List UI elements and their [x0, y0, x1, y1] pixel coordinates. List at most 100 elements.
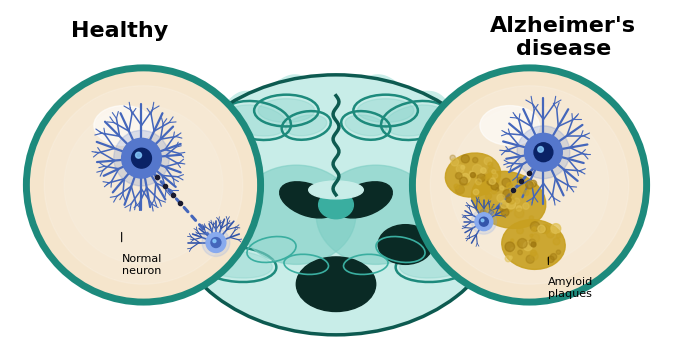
Circle shape: [487, 179, 493, 185]
Circle shape: [492, 170, 496, 174]
Circle shape: [450, 155, 456, 161]
Circle shape: [461, 165, 464, 169]
Circle shape: [481, 168, 486, 173]
Circle shape: [507, 200, 516, 209]
Circle shape: [470, 173, 475, 178]
Circle shape: [538, 147, 543, 152]
Circle shape: [523, 203, 529, 209]
Circle shape: [485, 175, 490, 181]
Circle shape: [505, 242, 515, 252]
Circle shape: [471, 209, 497, 234]
Ellipse shape: [316, 165, 435, 264]
Circle shape: [202, 229, 229, 256]
Circle shape: [499, 186, 504, 190]
Circle shape: [518, 250, 522, 255]
Circle shape: [526, 181, 533, 189]
Circle shape: [472, 165, 483, 174]
Circle shape: [472, 157, 478, 163]
Circle shape: [135, 152, 141, 158]
Ellipse shape: [420, 192, 470, 217]
Circle shape: [489, 178, 495, 185]
Circle shape: [472, 173, 477, 178]
Circle shape: [517, 126, 570, 179]
Ellipse shape: [400, 251, 471, 278]
Circle shape: [475, 213, 493, 231]
Circle shape: [460, 177, 468, 185]
Circle shape: [430, 86, 629, 284]
Circle shape: [499, 205, 506, 211]
Circle shape: [114, 130, 170, 186]
Circle shape: [509, 256, 512, 259]
Circle shape: [557, 250, 561, 254]
Circle shape: [491, 182, 499, 190]
Circle shape: [506, 197, 511, 202]
Ellipse shape: [168, 76, 505, 334]
Circle shape: [450, 106, 609, 264]
Ellipse shape: [237, 165, 356, 264]
Circle shape: [551, 227, 557, 233]
Circle shape: [526, 255, 534, 263]
Circle shape: [461, 155, 469, 163]
Polygon shape: [168, 75, 505, 329]
Circle shape: [529, 216, 534, 220]
Circle shape: [493, 173, 498, 178]
Circle shape: [206, 233, 226, 253]
Ellipse shape: [309, 181, 363, 199]
Ellipse shape: [385, 105, 446, 136]
Circle shape: [520, 185, 528, 193]
Ellipse shape: [280, 182, 336, 218]
Circle shape: [485, 208, 493, 217]
Circle shape: [44, 86, 243, 284]
Circle shape: [476, 179, 481, 185]
Ellipse shape: [170, 214, 224, 245]
Circle shape: [484, 157, 491, 165]
Circle shape: [518, 238, 527, 248]
Circle shape: [516, 206, 522, 211]
Circle shape: [532, 227, 536, 232]
Circle shape: [211, 238, 221, 248]
Ellipse shape: [472, 171, 546, 229]
Ellipse shape: [164, 163, 201, 197]
Ellipse shape: [480, 106, 540, 145]
Circle shape: [485, 193, 491, 199]
Circle shape: [456, 185, 464, 194]
Ellipse shape: [94, 106, 153, 145]
Circle shape: [530, 222, 540, 231]
Text: Normal
neuron: Normal neuron: [122, 254, 162, 276]
Circle shape: [122, 138, 162, 178]
Circle shape: [533, 226, 536, 230]
Circle shape: [511, 239, 513, 242]
Circle shape: [491, 188, 497, 194]
Circle shape: [524, 241, 532, 251]
Circle shape: [541, 225, 550, 233]
Circle shape: [501, 209, 509, 216]
Ellipse shape: [357, 99, 414, 122]
Circle shape: [509, 198, 515, 204]
Circle shape: [514, 198, 520, 204]
Ellipse shape: [378, 225, 433, 264]
Circle shape: [497, 194, 505, 202]
Circle shape: [530, 252, 538, 260]
Circle shape: [502, 178, 511, 187]
Text: Alzheimer's
disease: Alzheimer's disease: [490, 16, 636, 59]
Circle shape: [456, 165, 464, 173]
Circle shape: [413, 68, 647, 302]
Text: Amyloid
plaques: Amyloid plaques: [548, 277, 594, 299]
Circle shape: [26, 68, 260, 302]
Circle shape: [553, 238, 560, 245]
Circle shape: [529, 239, 536, 246]
Circle shape: [503, 190, 511, 198]
Ellipse shape: [202, 192, 252, 217]
Ellipse shape: [448, 214, 502, 245]
Ellipse shape: [446, 153, 501, 197]
Ellipse shape: [258, 99, 315, 122]
Circle shape: [480, 209, 486, 215]
Ellipse shape: [335, 182, 392, 218]
Circle shape: [463, 179, 469, 185]
Circle shape: [557, 234, 561, 238]
Circle shape: [538, 225, 545, 233]
Circle shape: [528, 181, 534, 187]
Ellipse shape: [185, 126, 229, 155]
Circle shape: [477, 174, 485, 182]
Circle shape: [530, 180, 536, 187]
